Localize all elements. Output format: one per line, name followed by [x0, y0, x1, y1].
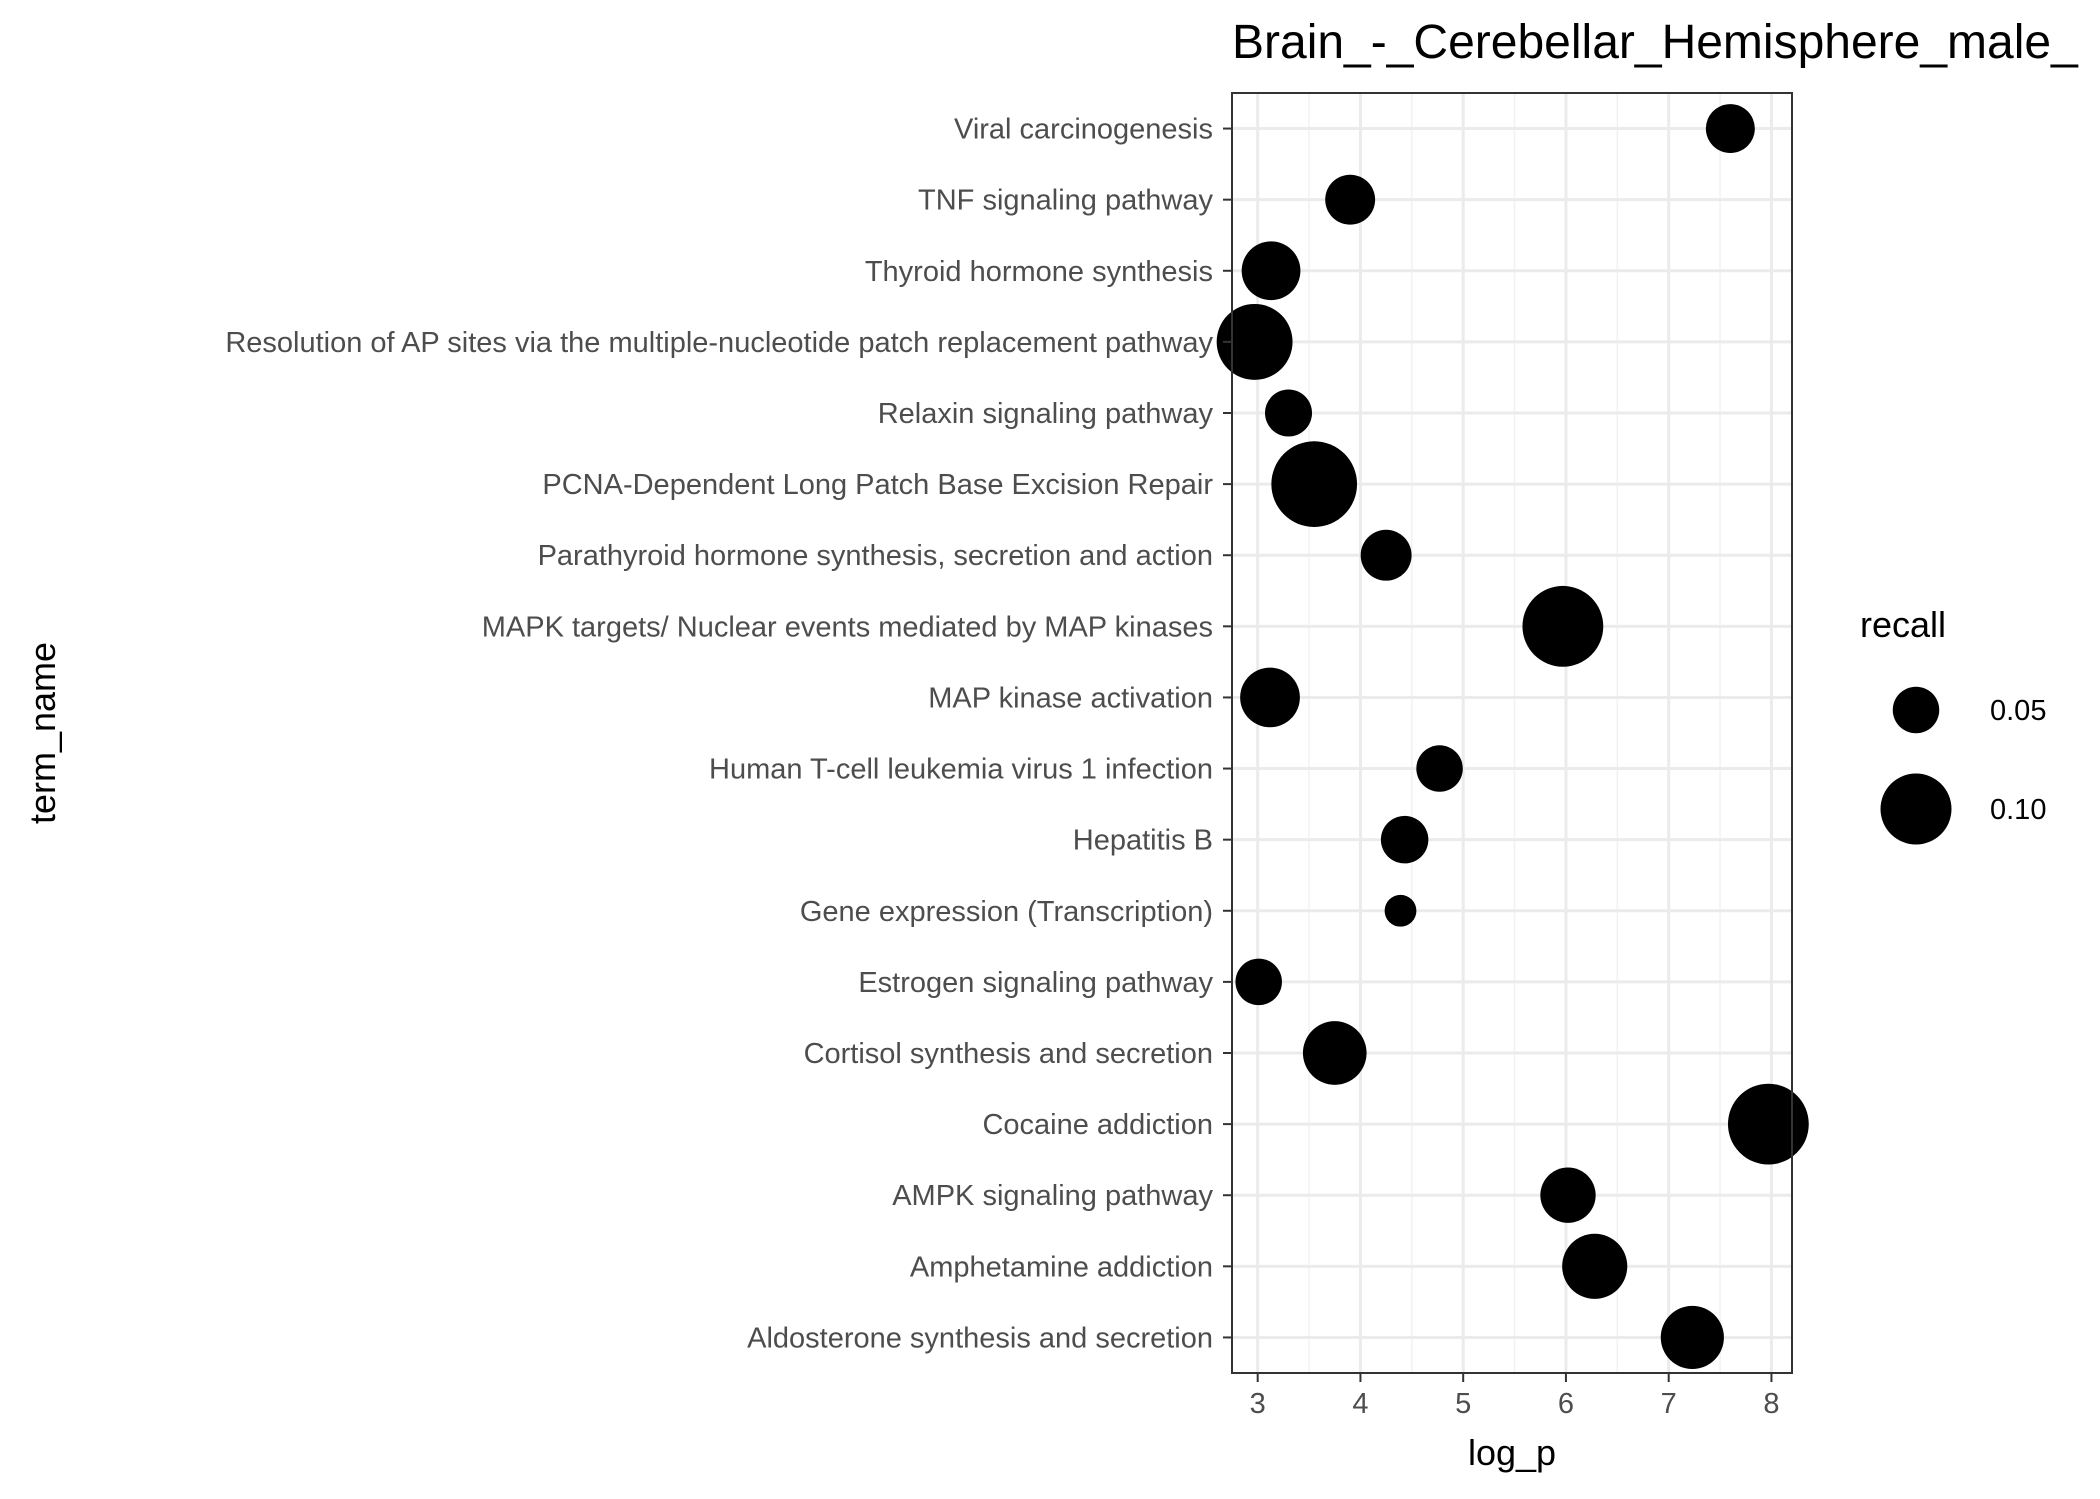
- data-point: [1240, 667, 1300, 728]
- y-tick-label: Gene expression (Transcription): [800, 896, 1213, 928]
- y-tick-label: Human T-cell leukemia virus 1 infection: [709, 754, 1213, 786]
- data-point: [1660, 1305, 1724, 1370]
- data-point: [1384, 894, 1417, 927]
- legend-label: 0.10: [1990, 794, 2046, 826]
- legend-title: recall: [1860, 604, 1946, 645]
- data-point: [1302, 1021, 1367, 1085]
- y-tick-label: PCNA-Dependent Long Patch Base Excision …: [542, 469, 1213, 501]
- data-point: [1216, 303, 1293, 380]
- x-axis: 3 4 5 6 7 8: [1250, 1373, 1780, 1420]
- y-tick-label: TNF signaling pathway: [918, 185, 1213, 217]
- data-point: [1705, 104, 1755, 154]
- legend-key-circle: [1880, 773, 1952, 845]
- data-point: [1416, 745, 1463, 792]
- y-tick-label: MAP kinase activation: [928, 682, 1213, 714]
- x-axis-title: log_p: [1468, 1432, 1556, 1473]
- data-points: [1216, 104, 1809, 1370]
- y-tick-label: Parathyroid hormone synthesis, secretion…: [538, 540, 1213, 572]
- chart-title: Brain_-_Cerebellar_Hemisphere_male_: [1232, 16, 2079, 69]
- legend: recall 0.05 0.10: [1860, 604, 2046, 845]
- data-point: [1360, 529, 1412, 581]
- x-tick-label: 3: [1250, 1388, 1266, 1420]
- legend-label: 0.05: [1990, 695, 2046, 727]
- data-point: [1235, 958, 1282, 1006]
- y-tick-label: Estrogen signaling pathway: [858, 967, 1213, 999]
- data-point: [1562, 1233, 1628, 1299]
- data-point: [1522, 585, 1604, 667]
- y-axis-title: term_name: [22, 642, 63, 824]
- y-tick-label: AMPK signaling pathway: [892, 1180, 1213, 1212]
- y-tick-label: Cocaine addiction: [982, 1109, 1213, 1141]
- y-tick-label: MAPK targets/ Nuclear events mediated by…: [482, 611, 1213, 643]
- x-tick-label: 4: [1352, 1388, 1368, 1420]
- y-tick-label: Aldosterone synthesis and secretion: [747, 1322, 1213, 1354]
- y-tick-label: Relaxin signaling pathway: [878, 398, 1214, 430]
- y-tick-label: Amphetamine addiction: [910, 1251, 1213, 1283]
- data-point: [1265, 389, 1313, 437]
- data-point: [1271, 441, 1358, 527]
- x-tick-label: 6: [1558, 1388, 1574, 1420]
- y-tick-label: Hepatitis B: [1073, 825, 1213, 857]
- data-point: [1325, 174, 1376, 225]
- x-tick-label: 5: [1455, 1388, 1471, 1420]
- plot-panel-border: [1231, 92, 1793, 1374]
- data-point: [1241, 241, 1301, 301]
- y-tick-label: Thyroid hormone synthesis: [865, 256, 1213, 288]
- data-point: [1380, 815, 1429, 864]
- legend-key-circle: [1892, 686, 1940, 734]
- x-tick-label: 7: [1661, 1388, 1677, 1420]
- grid-lines: [1232, 93, 1792, 1373]
- y-tick-label: Resolution of AP sites via the multiple-…: [225, 327, 1213, 359]
- data-point: [1727, 1083, 1809, 1165]
- y-axis: Viral carcinogenesis TNF signaling pathwa…: [225, 114, 1232, 1354]
- y-tick-label: Viral carcinogenesis: [954, 114, 1213, 146]
- y-tick-label: Cortisol synthesis and secretion: [804, 1038, 1213, 1070]
- plot-panel-background: [1232, 93, 1792, 1373]
- data-point: [1540, 1167, 1596, 1223]
- x-tick-label: 8: [1763, 1388, 1779, 1420]
